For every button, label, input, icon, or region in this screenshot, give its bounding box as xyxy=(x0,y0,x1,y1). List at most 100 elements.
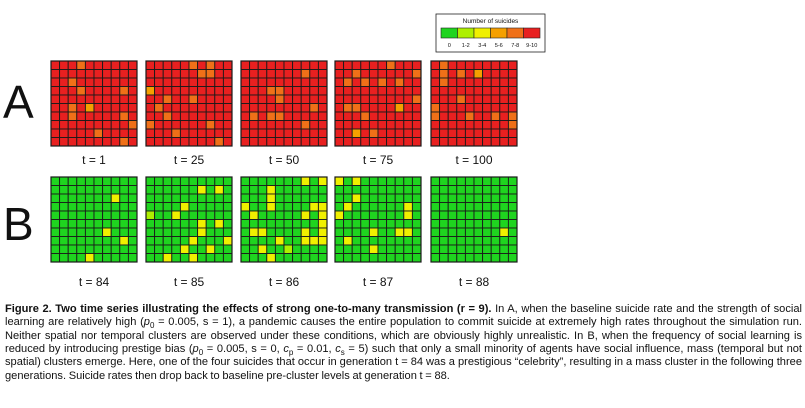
grid-cell xyxy=(490,202,501,212)
grid-cell xyxy=(499,120,509,130)
grid-cell xyxy=(205,94,216,104)
grid-cell xyxy=(197,103,207,113)
grid-cell xyxy=(145,94,156,104)
legend-label: 9-10 xyxy=(526,43,537,49)
grid-cell xyxy=(360,128,370,138)
grid-cell xyxy=(249,236,259,246)
grid-cell xyxy=(351,111,362,121)
grid-cell xyxy=(205,60,216,70)
grid-cell xyxy=(76,185,86,195)
grid-cell xyxy=(214,236,224,246)
grid-cell xyxy=(205,137,216,147)
grid-cell xyxy=(334,120,345,130)
grid-cell xyxy=(394,185,405,195)
grid-cell xyxy=(257,176,268,186)
grid-panel-border xyxy=(430,60,518,147)
grid-cell xyxy=(464,111,475,121)
figure-caption: Figure 2. Two time series illustrating t… xyxy=(5,303,802,407)
grid-cell xyxy=(257,236,268,246)
grid-cell xyxy=(162,77,173,87)
grid-cell xyxy=(473,236,484,246)
grid-cell xyxy=(490,227,501,237)
grid-cell xyxy=(411,176,422,186)
grid-cell xyxy=(482,253,492,263)
grid-cell xyxy=(257,137,268,147)
grid-cell xyxy=(162,137,173,147)
grid-cell xyxy=(222,94,233,104)
grid-cell xyxy=(171,69,181,79)
grid-cell xyxy=(368,219,379,229)
grid-cell xyxy=(171,60,181,70)
legend-title: Number of suicides xyxy=(463,18,519,25)
grid-cell xyxy=(377,185,388,195)
grid-cell xyxy=(197,111,207,121)
grid-cell xyxy=(171,185,181,195)
grid-cell xyxy=(205,120,216,130)
grid-cell xyxy=(411,210,422,220)
grid-cell xyxy=(499,193,509,203)
caption-part: In A, when the baseline suicide rate and… xyxy=(5,303,802,329)
grid-cell xyxy=(464,244,475,254)
grid-cell xyxy=(145,193,156,203)
grid-cell xyxy=(507,236,518,246)
grid-cell xyxy=(110,77,121,87)
grid-cell xyxy=(473,253,484,263)
grid-cell xyxy=(76,60,86,70)
grid-cell xyxy=(430,219,441,229)
grid-cell xyxy=(102,86,112,96)
grid-cell xyxy=(179,86,190,96)
grid-cell xyxy=(507,244,518,254)
grid-cell xyxy=(473,86,484,96)
grid-cell xyxy=(67,103,78,113)
grid-cell xyxy=(266,202,276,212)
grid-cell xyxy=(430,69,441,79)
grid-cell xyxy=(377,193,388,203)
grid-cell xyxy=(266,219,276,229)
grid-cell xyxy=(214,120,224,130)
caption-paragraph: Figure 2. Two time series illustrating t… xyxy=(5,303,802,383)
grid-cell xyxy=(257,227,268,237)
grid-cell xyxy=(205,176,216,186)
grid-cell xyxy=(93,111,104,121)
grid-cell xyxy=(249,244,259,254)
grid-cell xyxy=(368,60,379,70)
grid-cell xyxy=(283,176,294,186)
grid-cell xyxy=(84,210,95,220)
grid-cell xyxy=(368,227,379,237)
grid-cell xyxy=(102,219,112,229)
grid-cell xyxy=(482,60,492,70)
grid-cell xyxy=(205,253,216,263)
grid-cell xyxy=(343,202,353,212)
grid-cell xyxy=(430,185,441,195)
grid-cell xyxy=(214,219,224,229)
panels-row-b xyxy=(50,176,518,263)
grid-cell xyxy=(119,210,129,220)
grid-cell xyxy=(214,77,224,87)
grid-cell xyxy=(188,69,199,79)
grid-cell xyxy=(93,128,104,138)
grid-cell xyxy=(76,103,86,113)
grid-cell xyxy=(197,236,207,246)
grid-cell xyxy=(499,236,509,246)
grid-cell xyxy=(334,185,345,195)
grid-cell xyxy=(447,94,458,104)
grid-cell xyxy=(110,185,121,195)
grid-cell xyxy=(214,86,224,96)
grid-cell xyxy=(67,111,78,121)
grid-cell xyxy=(368,111,379,121)
grid-cell xyxy=(214,69,224,79)
grid-cell xyxy=(162,244,173,254)
grid-cell xyxy=(490,193,501,203)
grid-cell xyxy=(67,77,78,87)
grid-cell xyxy=(240,202,251,212)
grid-cell xyxy=(456,185,466,195)
grid-cell xyxy=(351,103,362,113)
grid-cell xyxy=(222,103,233,113)
grid-cell xyxy=(67,69,78,79)
grid-cell xyxy=(84,77,95,87)
grid-cell xyxy=(266,120,276,130)
grid-cell xyxy=(171,202,181,212)
grid-cell xyxy=(266,86,276,96)
grid-cell xyxy=(145,111,156,121)
grid-cell xyxy=(351,253,362,263)
